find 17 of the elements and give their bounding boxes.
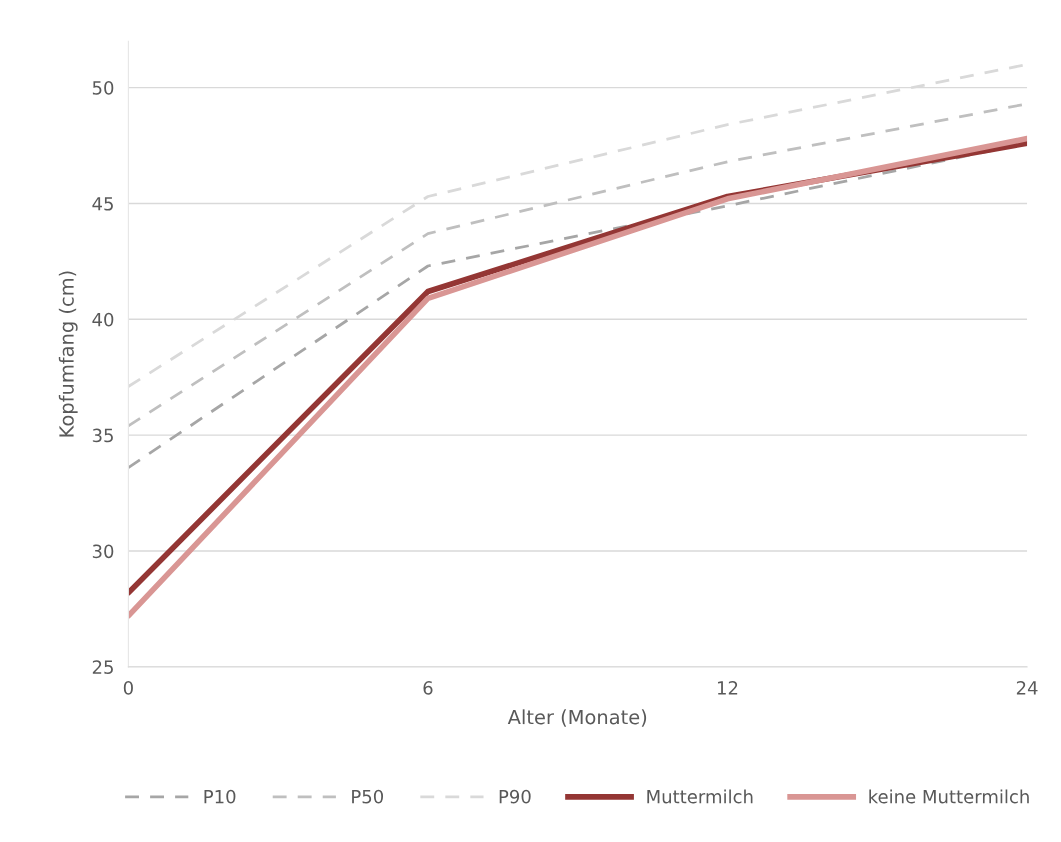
x-tick-label: 12 xyxy=(717,681,738,695)
legend-label: P90 xyxy=(499,789,531,804)
legend-label: P50 xyxy=(352,789,384,804)
legend-label: Muttermilch xyxy=(647,789,753,804)
legend-label: keine Muttermilch xyxy=(869,789,1029,804)
y-tick-label: 35 xyxy=(92,428,113,443)
y-tick-label: 40 xyxy=(92,312,114,327)
y-tick-label: 45 xyxy=(92,197,113,211)
y-tick-label: 25 xyxy=(92,660,113,674)
y-axis-title: Kopfumfang (cm) xyxy=(58,271,78,437)
x-tick-label: 6 xyxy=(423,681,433,695)
x-tick-label: 0 xyxy=(123,681,133,695)
y-tick-label: 50 xyxy=(92,81,114,95)
y-tick-label: 30 xyxy=(92,544,114,559)
legend-label: P10 xyxy=(204,789,236,804)
x-tick-label: 24 xyxy=(1016,681,1038,695)
x-axis-title: Alter (Monate) xyxy=(507,709,647,727)
